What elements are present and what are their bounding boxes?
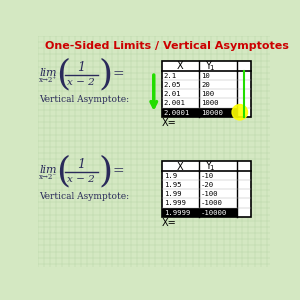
Text: (: ( <box>56 58 70 92</box>
Text: 100: 100 <box>201 91 214 97</box>
Text: 2.1: 2.1 <box>164 73 177 79</box>
Text: Y: Y <box>205 61 211 70</box>
Text: -20: -20 <box>201 182 214 188</box>
Text: =: = <box>113 68 124 82</box>
Text: 1.9: 1.9 <box>164 173 177 179</box>
Text: 1.999: 1.999 <box>164 200 186 206</box>
Bar <box>161 208 238 217</box>
Text: -1000: -1000 <box>201 200 223 206</box>
Text: -10000: -10000 <box>201 210 227 216</box>
Text: -10: -10 <box>201 173 214 179</box>
Text: x − 2: x − 2 <box>68 78 95 87</box>
Text: 1.99: 1.99 <box>164 191 181 197</box>
Text: 1: 1 <box>77 158 85 171</box>
Text: X=: X= <box>161 218 176 228</box>
Bar <box>161 161 251 217</box>
Text: (: ( <box>56 154 70 188</box>
Text: 1.95: 1.95 <box>164 182 181 188</box>
Bar <box>161 108 238 117</box>
Text: X: X <box>177 61 183 71</box>
Bar <box>161 61 251 117</box>
Text: X: X <box>177 161 183 172</box>
Text: 1: 1 <box>210 165 214 171</box>
Text: lim: lim <box>39 165 56 175</box>
Text: One-Sided Limits / Vertical Asymptotes: One-Sided Limits / Vertical Asymptotes <box>45 41 289 51</box>
Text: lim: lim <box>39 68 56 78</box>
Text: 2.0001: 2.0001 <box>164 110 190 116</box>
Text: 2.05: 2.05 <box>164 82 181 88</box>
Text: ): ) <box>99 154 113 188</box>
Text: 10000: 10000 <box>201 110 223 116</box>
Text: x − 2: x − 2 <box>68 175 95 184</box>
Text: 2.001: 2.001 <box>164 100 186 106</box>
Text: ): ) <box>99 58 113 92</box>
Text: 2.01: 2.01 <box>164 91 181 97</box>
Text: x→2⁺: x→2⁺ <box>39 76 57 84</box>
Text: 1000: 1000 <box>201 100 218 106</box>
Text: 20: 20 <box>201 82 210 88</box>
Text: Y: Y <box>205 161 211 171</box>
Text: Vertical Asymptote:: Vertical Asymptote: <box>39 94 129 103</box>
Text: Vertical Asymptote:: Vertical Asymptote: <box>39 192 129 201</box>
Text: x→2⁻: x→2⁻ <box>39 173 57 181</box>
Text: 1: 1 <box>77 61 85 74</box>
Text: X=: X= <box>161 118 176 128</box>
Text: 1: 1 <box>210 65 214 71</box>
Text: =: = <box>113 164 124 178</box>
Text: -100: -100 <box>201 191 218 197</box>
Text: 10: 10 <box>201 73 210 79</box>
Circle shape <box>232 104 248 120</box>
Text: 1.9999: 1.9999 <box>164 210 190 216</box>
